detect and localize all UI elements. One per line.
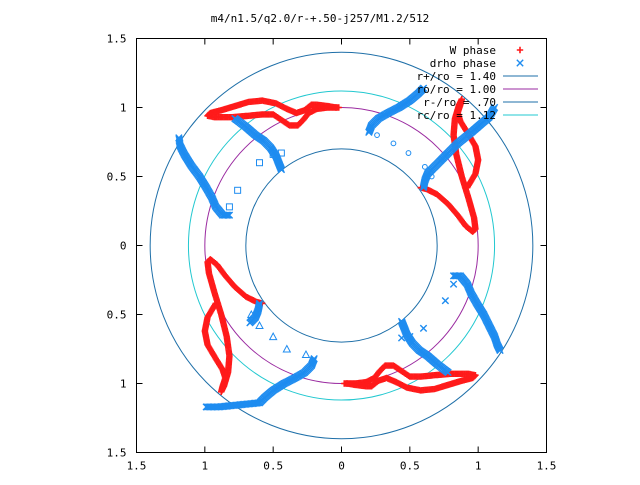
data-point xyxy=(246,309,256,318)
data-point xyxy=(419,84,428,92)
chart-title: m4/n1.5/q2.0/r-+.50-j257/M1.2/512 xyxy=(211,12,430,25)
data-point xyxy=(175,136,184,145)
data-point xyxy=(203,403,212,411)
axis-ticks: 1.5 1 0.5 0 0.5 1 1.51.510.500.511.5 xyxy=(107,33,557,473)
x-tick-label: 0 xyxy=(338,460,345,473)
data-point xyxy=(390,140,397,147)
series-x xyxy=(397,280,458,342)
reference-circle xyxy=(187,90,496,401)
legend-label: r+/ro = 1.40 xyxy=(417,70,496,83)
legend-marker xyxy=(516,59,524,67)
y-tick-label: 1 xyxy=(120,378,127,391)
y-tick-label: 0 xyxy=(120,240,127,253)
data-point xyxy=(268,332,278,341)
data-point xyxy=(441,297,450,305)
x-tick-label: 0.5 xyxy=(400,460,420,473)
data-point xyxy=(301,349,311,359)
legend-label: r-/ro = .70 xyxy=(423,96,496,109)
data-point xyxy=(490,103,499,112)
legend-label: ro/ro = 1.00 xyxy=(417,83,496,96)
data-point xyxy=(449,280,458,288)
data-point xyxy=(231,114,239,123)
series-triangle xyxy=(246,309,311,359)
data-point xyxy=(397,334,406,342)
y-tick-label: 0.5 xyxy=(107,171,127,184)
data-point xyxy=(234,186,242,194)
reference-circle xyxy=(245,148,438,343)
legend-marker xyxy=(516,46,524,54)
data-point xyxy=(277,149,285,157)
y-tick-label: 0.5 xyxy=(107,309,127,322)
data-point xyxy=(428,173,435,180)
legend-label: rc/ro = 1.12 xyxy=(417,109,496,122)
data-point xyxy=(332,104,340,111)
data-point xyxy=(444,368,452,377)
x-tick-label: 1 xyxy=(202,460,209,473)
data-point xyxy=(175,135,183,143)
data-point xyxy=(256,159,263,167)
data-point xyxy=(405,150,412,156)
x-tick-label: 0.5 xyxy=(263,460,283,473)
data-point xyxy=(282,344,292,353)
data-point xyxy=(419,324,428,332)
legend-label: W phase xyxy=(450,44,496,57)
legend-label: drho phase xyxy=(430,57,496,70)
x-tick-label: 1 xyxy=(475,460,482,473)
data-point xyxy=(202,403,210,411)
data-point xyxy=(269,150,277,158)
data-point xyxy=(246,319,254,327)
data-point xyxy=(374,132,380,139)
data-point xyxy=(343,380,351,387)
data-point xyxy=(496,346,504,355)
y-tick-label: 1.5 xyxy=(107,33,127,46)
series-plus xyxy=(201,96,482,395)
data-marks xyxy=(175,84,504,411)
x-tick-label: 1.5 xyxy=(537,460,557,473)
data-point xyxy=(255,320,264,330)
data-point xyxy=(175,134,183,142)
y-tick-label: 1 xyxy=(120,102,127,115)
data-point xyxy=(205,403,213,411)
x-tick-label: 1.5 xyxy=(127,460,147,473)
data-point xyxy=(225,203,233,211)
reference-circle xyxy=(149,51,534,440)
series-square xyxy=(225,149,285,211)
data-point xyxy=(421,163,428,170)
series-circle xyxy=(374,132,435,180)
y-tick-label: 1.5 xyxy=(107,447,127,460)
data-point xyxy=(406,332,414,341)
